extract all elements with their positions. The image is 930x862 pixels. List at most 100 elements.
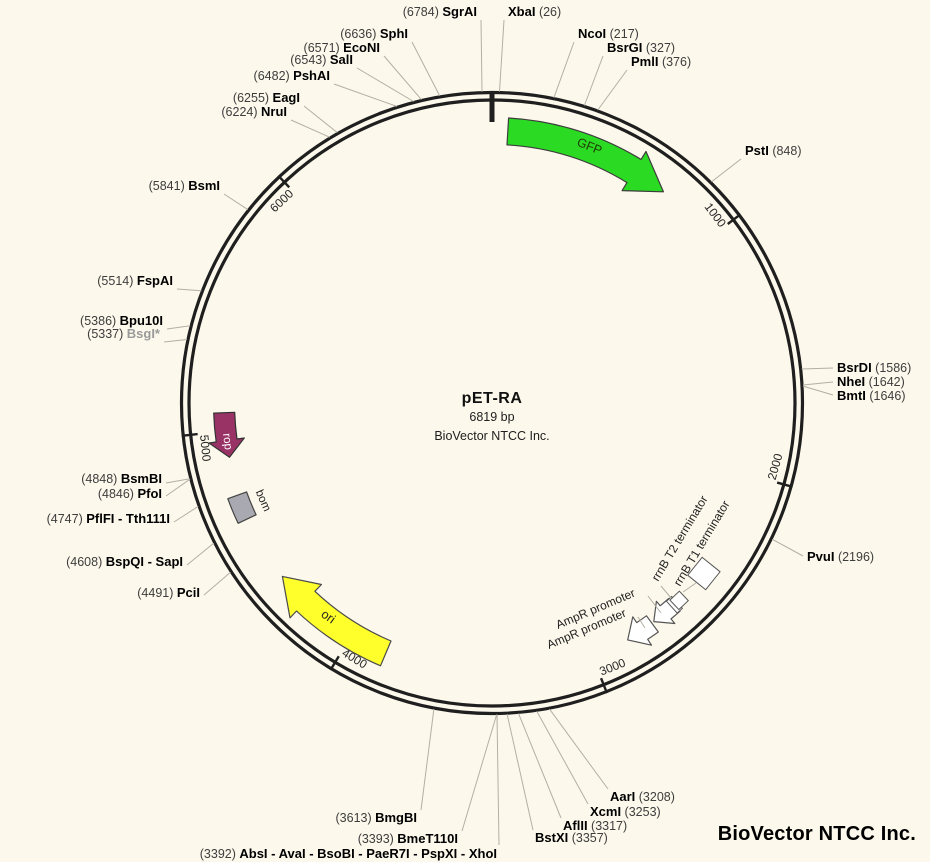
enzyme-name: BsgI* — [127, 326, 161, 341]
enzyme-label-pvui: PvuI (2196) — [807, 549, 874, 564]
plasmid-name: pET-RA — [462, 390, 523, 407]
enzyme-label-sali: (6543) SalI — [290, 52, 353, 67]
enzyme-name: BmgBI — [375, 810, 417, 825]
enzyme-name: BmtI — [837, 388, 866, 403]
enzyme-leader-line — [480, 19, 483, 92]
enzyme-name: NruI — [261, 104, 287, 119]
enzyme-name: BsrDI — [837, 360, 872, 375]
enzyme-name: BmeT110I — [397, 831, 458, 846]
enzyme-leader-line — [165, 478, 190, 484]
feature-label-bom: bom — [253, 488, 273, 513]
enzyme-position: (4608) — [66, 555, 106, 569]
enzyme-position: (4846) — [98, 487, 138, 501]
feature-rrnb-t1-terminator — [687, 556, 721, 591]
enzyme-leader-line — [496, 714, 500, 846]
enzyme-name: SgrAI — [442, 4, 477, 19]
scale-tick — [181, 432, 198, 437]
enzyme-label-xbai: XbaI (26) — [508, 4, 561, 19]
enzyme-label-sphi: (6636) SphI — [340, 26, 408, 41]
enzyme-name: XcmI — [590, 804, 621, 819]
enzyme-position: (6784) — [403, 5, 443, 19]
scale-tick — [329, 655, 340, 671]
enzyme-label-bsrdi: BsrDI (1586) — [837, 360, 911, 375]
feature-leader-line — [660, 585, 672, 599]
enzyme-name: PflFI - Tth111I — [86, 511, 170, 526]
enzyme-label-bpu10i: (5386) Bpu10I — [80, 313, 163, 328]
enzyme-label-ncoi: NcoI (217) — [578, 26, 639, 41]
enzyme-position: (4848) — [81, 472, 121, 486]
plasmid-size: 6819 bp — [469, 410, 514, 424]
enzyme-name: BsmBI — [121, 471, 162, 486]
enzyme-name: PfoI — [137, 486, 162, 501]
enzyme-leader-line — [802, 385, 834, 396]
feature-label-ori: ori — [319, 607, 338, 626]
feature-ori — [281, 575, 392, 667]
enzyme-position: (5337) — [87, 327, 127, 341]
enzyme-position: (4747) — [47, 512, 87, 526]
enzyme-position: (6224) — [221, 105, 261, 119]
enzyme-label-aari: AarI (3208) — [610, 789, 675, 804]
enzyme-leader-line — [420, 708, 435, 811]
enzyme-name: BsrGI — [607, 40, 642, 55]
enzyme-position: (3208) — [635, 790, 675, 804]
feature-leader-line — [637, 616, 646, 629]
enzyme-name: EcoNI — [343, 40, 380, 55]
enzyme-leader-line — [711, 158, 742, 183]
enzyme-leader-line — [499, 19, 505, 92]
feature-rrnb-t2-terminator — [669, 590, 689, 611]
enzyme-position: (3392) — [200, 847, 240, 861]
enzyme-leader-line — [165, 478, 191, 497]
enzyme-position: (1586) — [872, 361, 912, 375]
enzyme-label-pfoi: (4846) PfoI — [98, 486, 162, 501]
enzyme-leader-line — [553, 41, 575, 98]
enzyme-leader-line — [173, 505, 199, 523]
enzyme-name: BspQI - SapI — [106, 554, 183, 569]
enzyme-leader-line — [356, 67, 414, 102]
enzyme-leader-line — [506, 713, 534, 831]
enzyme-label-nrui: (6224) NruI — [221, 104, 287, 119]
enzyme-position: (2196) — [834, 550, 874, 564]
enzyme-label-xcmi: XcmI (3253) — [590, 804, 661, 819]
enzyme-name: NheI — [837, 374, 865, 389]
enzyme-label-econi: (6571) EcoNI — [304, 40, 380, 55]
enzyme-leader-line — [163, 339, 188, 343]
enzyme-position: (3253) — [621, 805, 661, 819]
enzyme-position: (3317) — [588, 819, 628, 833]
feature-bom — [227, 491, 257, 524]
enzyme-leader-line — [383, 55, 422, 100]
enzyme-leader-line — [333, 83, 397, 107]
enzyme-leader-line — [771, 538, 804, 557]
enzyme-position: (6255) — [233, 91, 273, 105]
scale-tick — [599, 677, 609, 694]
enzyme-position: (4491) — [137, 586, 177, 600]
enzyme-name: PvuI — [807, 549, 834, 564]
enzyme-position: (3357) — [568, 831, 608, 845]
plasmid-company: BioVector NTCC Inc. — [434, 429, 549, 443]
enzyme-name: PmlI — [631, 54, 658, 69]
enzyme-label-psti: PstI (848) — [745, 143, 802, 158]
enzyme-leader-line — [801, 367, 834, 370]
scale-tick — [727, 213, 742, 225]
enzyme-leader-line — [303, 105, 338, 133]
enzyme-name: EagI — [273, 90, 300, 105]
enzyme-position: (376) — [658, 55, 691, 69]
feature-ampr-promoter — [627, 615, 659, 646]
enzyme-label-bspqi-sapi: (4608) BspQI - SapI — [66, 554, 183, 569]
enzyme-position: (1642) — [865, 375, 905, 389]
enzyme-name: SphI — [380, 26, 408, 41]
plasmid-title-block: pET-RA 6819 bp BioVector NTCC Inc. — [434, 390, 549, 443]
enzyme-label-pshai: (6482) PshAI — [254, 68, 330, 83]
enzyme-leader-line — [536, 711, 589, 805]
enzyme-name: BstXI — [535, 830, 568, 845]
enzyme-label-bstxi: BstXI (3357) — [535, 830, 608, 845]
enzyme-position: (5514) — [97, 274, 137, 288]
enzyme-position: (5386) — [80, 314, 120, 328]
feature-rop — [208, 411, 245, 458]
enzyme-name: AflII — [563, 818, 588, 833]
enzyme-label-pflfi-tth111i: (4747) PflFI - Tth111I — [47, 511, 170, 526]
scale-tick — [776, 481, 793, 488]
enzyme-label-bsmi: (5841) BsmI — [149, 178, 220, 193]
enzyme-position: (3393) — [358, 832, 398, 846]
enzyme-name: SalI — [330, 52, 353, 67]
